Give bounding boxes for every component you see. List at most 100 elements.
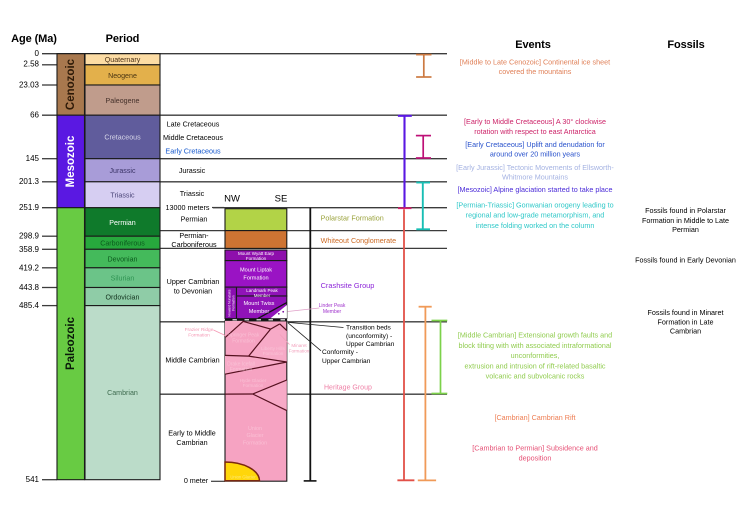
svg-text:Fossils found in Polarstar: Fossils found in Polarstar bbox=[645, 206, 726, 215]
svg-text:Heritage Group: Heritage Group bbox=[324, 384, 372, 391]
svg-text:[Cambrian to Permian] Subsiden: [Cambrian to Permian] Subsidence and bbox=[472, 444, 597, 453]
svg-text:Union Glacier: Union Glacier bbox=[230, 475, 256, 480]
svg-text:[Middle to Late Cenozoic] Cont: [Middle to Late Cenozoic] Continental ic… bbox=[460, 58, 610, 67]
svg-text:Formation: Formation bbox=[243, 441, 267, 447]
svg-text:Glacier: Glacier bbox=[246, 433, 263, 439]
svg-text:485.4: 485.4 bbox=[19, 301, 40, 310]
svg-text:Permian-: Permian- bbox=[179, 231, 209, 240]
svg-text:Devonian: Devonian bbox=[108, 255, 138, 263]
svg-text:419.2: 419.2 bbox=[19, 263, 40, 272]
svg-text:Quaternary: Quaternary bbox=[105, 56, 141, 64]
svg-text:Carboniferous: Carboniferous bbox=[171, 240, 217, 249]
svg-text:Cambrian: Cambrian bbox=[107, 389, 138, 397]
svg-text:Early to Middle: Early to Middle bbox=[168, 429, 216, 438]
svg-text:Fossils found in Minaret: Fossils found in Minaret bbox=[648, 308, 724, 317]
svg-text:Formation: Formation bbox=[232, 295, 236, 310]
svg-text:intense folding worked on the: intense folding worked on the column bbox=[476, 221, 595, 230]
svg-text:2.58: 2.58 bbox=[23, 60, 39, 69]
svg-text:Whitmore Mountains: Whitmore Mountains bbox=[502, 173, 568, 182]
svg-text:201.3: 201.3 bbox=[19, 177, 40, 186]
svg-text:Jurassic: Jurassic bbox=[109, 167, 135, 175]
svg-text:251.9: 251.9 bbox=[19, 203, 40, 212]
svg-text:NW: NW bbox=[224, 194, 240, 205]
svg-text:Triassic: Triassic bbox=[180, 189, 205, 198]
svg-text:Polarstar Formation: Polarstar Formation bbox=[321, 213, 384, 222]
svg-text:Triassic: Triassic bbox=[110, 192, 135, 200]
svg-text:[Early to Middle Cretaceous] A: [Early to Middle Cretaceous] A 30° clock… bbox=[464, 117, 606, 126]
svg-text:Formation: Formation bbox=[232, 338, 255, 344]
svg-text:0: 0 bbox=[35, 49, 40, 58]
svg-text:[Mesozoic] Alpine glaciation s: [Mesozoic] Alpine glaciation started to … bbox=[457, 185, 612, 194]
svg-text:Formation in Middle to Late: Formation in Middle to Late bbox=[642, 216, 729, 225]
svg-text:Formation: Formation bbox=[243, 383, 264, 388]
svg-text:Formation: Formation bbox=[230, 367, 253, 373]
svg-text:Upper Cambrian: Upper Cambrian bbox=[167, 277, 220, 286]
svg-text:Mount Twiss: Mount Twiss bbox=[244, 301, 275, 307]
svg-text:[Early Cretaceous] Uplift and: [Early Cretaceous] Uplift and denudation… bbox=[465, 140, 605, 149]
svg-text:443.8: 443.8 bbox=[19, 283, 40, 292]
svg-text:Jurassic: Jurassic bbox=[179, 166, 206, 175]
svg-text:to Devonian: to Devonian bbox=[174, 287, 212, 296]
svg-text:Ordovician: Ordovician bbox=[106, 293, 140, 301]
svg-text:unconformities,: unconformities, bbox=[511, 351, 560, 360]
svg-text:volcanic and subvolcanic rocks: volcanic and subvolcanic rocks bbox=[486, 371, 585, 380]
svg-text:Crashsite Group: Crashsite Group bbox=[321, 281, 375, 290]
svg-text:[Permian-Triassic] Gonwanian o: [Permian-Triassic] Gonwanian orogeny lea… bbox=[456, 200, 613, 209]
svg-text:Member: Member bbox=[249, 309, 270, 315]
svg-text:Permian: Permian bbox=[672, 225, 699, 234]
svg-text:Mount Liptak: Mount Liptak bbox=[240, 268, 272, 274]
svg-text:Formation: Formation bbox=[263, 351, 284, 356]
svg-text:298.9: 298.9 bbox=[19, 232, 40, 241]
svg-text:deposition: deposition bbox=[519, 454, 552, 463]
svg-text:23.03: 23.03 bbox=[19, 81, 40, 90]
svg-text:13000 meters: 13000 meters bbox=[166, 203, 210, 212]
svg-text:block tilting with with associ: block tilting with with associated intra… bbox=[458, 341, 611, 350]
svg-text:extrusion and intrusion of rif: extrusion and intrusion of rift-related … bbox=[464, 361, 605, 370]
svg-text:Formation: Formation bbox=[188, 333, 210, 339]
svg-text:Member: Member bbox=[323, 309, 342, 315]
svg-text:Formation: Formation bbox=[289, 349, 310, 354]
svg-text:541: 541 bbox=[26, 475, 40, 484]
svg-text:around over 20 million years: around over 20 million years bbox=[490, 150, 581, 159]
svg-text:Paleogene: Paleogene bbox=[106, 97, 140, 105]
svg-text:Fossils: Fossils bbox=[667, 39, 704, 51]
svg-text:[Middle Cambrian] Extensional: [Middle Cambrian] Extensional growth fau… bbox=[458, 331, 612, 340]
svg-text:Paleozoic: Paleozoic bbox=[65, 316, 77, 370]
svg-text:Union: Union bbox=[248, 426, 262, 432]
svg-text:Fossils found in Early Devonia: Fossils found in Early Devonian bbox=[635, 255, 736, 264]
svg-text:Silurian: Silurian bbox=[111, 274, 135, 282]
svg-text:Whiteout Conglomerate: Whiteout Conglomerate bbox=[321, 236, 397, 245]
svg-text:Member: Member bbox=[254, 293, 271, 298]
svg-text:66: 66 bbox=[30, 111, 39, 120]
svg-text:Permian: Permian bbox=[109, 219, 135, 227]
svg-text:Cenozoic: Cenozoic bbox=[65, 58, 77, 110]
svg-text:[Early Jurassic] Tectonic Move: [Early Jurassic] Tectonic Movements of E… bbox=[456, 163, 614, 172]
svg-text:SE: SE bbox=[275, 194, 288, 205]
svg-text:Mesozoic: Mesozoic bbox=[65, 135, 77, 187]
svg-text:[Cambrian] Cambrian Rift: [Cambrian] Cambrian Rift bbox=[494, 413, 575, 422]
svg-text:Middle Cretaceous: Middle Cretaceous bbox=[163, 133, 223, 142]
svg-text:Minaret: Minaret bbox=[291, 343, 307, 348]
svg-text:Cretaceous: Cretaceous bbox=[104, 134, 141, 142]
svg-text:Upper Cambrian: Upper Cambrian bbox=[322, 358, 371, 365]
svg-text:Transition beds: Transition beds bbox=[346, 325, 392, 332]
svg-text:Cambrian: Cambrian bbox=[176, 438, 207, 447]
svg-text:Formation: Formation bbox=[246, 256, 267, 261]
svg-text:0 meter: 0 meter bbox=[184, 476, 209, 485]
svg-text:358.9: 358.9 bbox=[19, 245, 40, 254]
svg-text:(unconformity) -: (unconformity) - bbox=[346, 333, 392, 340]
svg-text:Period: Period bbox=[106, 33, 140, 45]
svg-text:Middle Cambrian: Middle Cambrian bbox=[165, 356, 219, 365]
svg-text:145: 145 bbox=[26, 154, 40, 163]
svg-text:Upper Cambrian: Upper Cambrian bbox=[346, 341, 395, 348]
svg-text:Permian: Permian bbox=[181, 214, 208, 223]
svg-text:Events: Events bbox=[515, 39, 550, 51]
svg-text:Age (Ma): Age (Ma) bbox=[11, 33, 57, 45]
svg-text:Carboniferous: Carboniferous bbox=[100, 240, 145, 248]
svg-text:Late Cretaceous: Late Cretaceous bbox=[167, 119, 220, 128]
svg-text:rotation with respect to east: rotation with respect to east Antarctica bbox=[474, 127, 595, 136]
svg-text:Formation: Formation bbox=[243, 275, 268, 281]
svg-text:regional and low-grade metamor: regional and low-grade metamorphism, and bbox=[466, 211, 605, 220]
svg-text:Formation in Late: Formation in Late bbox=[658, 318, 714, 327]
svg-text:Cambrian: Cambrian bbox=[670, 327, 701, 336]
